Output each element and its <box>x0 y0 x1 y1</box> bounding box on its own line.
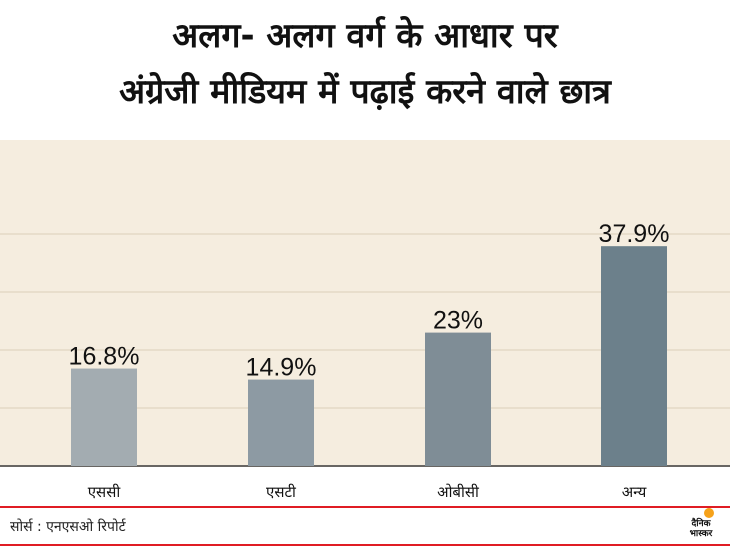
chart-title: अलग- अलग वर्ग के आधार पर अंग्रेजी मीडियम… <box>0 8 730 120</box>
logo-text-line-1: दैनिक <box>691 519 711 529</box>
logo-text-line-2: भास्कर <box>689 529 713 539</box>
title-line-1: अलग- अलग वर्ग के आधार पर <box>172 16 558 56</box>
bar-1 <box>71 368 137 466</box>
footer-divider-top <box>0 506 730 508</box>
bar-2 <box>248 379 314 466</box>
sun-icon <box>704 508 714 518</box>
category-label-3: ओबीसी <box>437 483 480 500</box>
bar-3 <box>425 332 491 466</box>
bar-value-label-3: 23% <box>433 307 483 335</box>
title-line-2: अंग्रेजी मीडियम में पढ़ाई करने वाले छात्… <box>119 72 611 112</box>
bar-value-label-2: 14.9% <box>246 354 317 382</box>
source-note: सोर्स : एनएसओ रिपोर्ट <box>10 519 126 535</box>
category-label-2: एसटी <box>266 483 297 500</box>
bar-chart: 16.8% एससी 14.9% एसटी 23% ओबीसी 37.9% अन्य <box>0 220 730 500</box>
bar-value-label-1: 16.8% <box>69 343 140 371</box>
category-label-4: अन्य <box>622 483 647 500</box>
bar-4 <box>601 246 667 466</box>
bar-value-label-4: 37.9% <box>599 220 670 248</box>
footer-divider-bottom <box>0 544 730 546</box>
category-label-1: एससी <box>88 483 122 500</box>
dainik-bhaskar-logo: दैनिक भास्कर <box>680 506 722 544</box>
